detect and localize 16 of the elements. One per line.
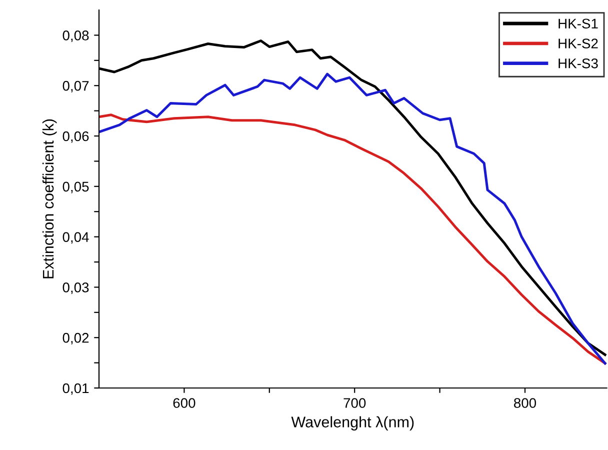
y-tick-label: 0,02 — [62, 332, 89, 344]
y-tick-label: 0,05 — [62, 182, 89, 194]
x-tick-label: 800 — [514, 398, 536, 408]
legend-label: HK-S2 — [558, 38, 598, 48]
y-tick-label: 0,04 — [62, 232, 89, 244]
x-tick-label: 700 — [344, 398, 366, 408]
legend-label: HK-S3 — [558, 58, 598, 68]
y-tick-label: 0,07 — [62, 80, 89, 92]
y-axis-title: Extinction coefficient (k) — [42, 119, 57, 278]
y-tick-label: 0,01 — [62, 383, 89, 395]
y-tick-label: 0,08 — [62, 30, 89, 42]
y-tick-label: 0,03 — [62, 282, 89, 294]
x-axis-title: Wavelenght λ(nm) — [291, 416, 414, 430]
x-tick-label: 600 — [173, 398, 196, 408]
legend-label: HK-S1 — [558, 18, 598, 29]
y-tick-label: 0,06 — [62, 131, 89, 143]
